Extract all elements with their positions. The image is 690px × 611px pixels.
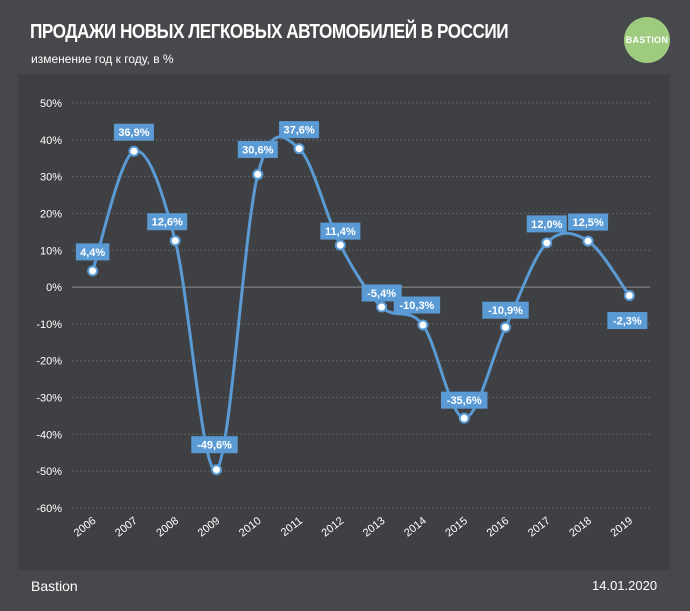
data-label-box [607,312,648,330]
data-point [293,143,305,155]
data-label: 12,5% [572,217,603,229]
y-tick-label: 50% [40,98,62,110]
data-point [458,412,470,424]
data-label-box [320,222,361,240]
data-point [252,168,264,180]
x-tick-label: 2019 [609,515,636,540]
data-label-box [482,301,529,319]
data-point [417,319,429,331]
data-label: 30,6% [242,144,273,156]
footer-source: Bastion [31,578,78,594]
data-label: -10,9% [488,305,523,317]
x-tick-label: 2017 [526,515,553,540]
data-label: 12,6% [152,217,183,229]
data-label: -35,6% [447,395,482,407]
logo-text: BASTION [625,35,669,45]
y-tick-label: -50% [36,466,62,478]
y-tick-label: 20% [40,208,62,220]
y-tick-label: -40% [36,429,62,441]
x-tick-label: 2010 [237,515,264,540]
data-label-box [361,284,402,302]
data-point [376,301,388,313]
data-label: -5,4% [367,288,396,300]
data-label: -2,3% [613,316,642,328]
data-label-box [237,140,278,158]
x-tick-label: 2018 [567,515,594,540]
y-tick-label: 40% [40,135,62,147]
data-label-box [393,296,441,314]
data-label: -49,6% [197,440,232,452]
data-label-box [75,243,110,261]
footer-date: 14.01.2020 [592,578,658,593]
data-point [128,145,140,157]
data-point [582,235,594,247]
data-label-box [568,213,609,231]
x-tick-label: 2011 [279,515,305,539]
data-label: -10,3% [399,300,434,312]
data-point [334,239,346,251]
y-tick-label: -10% [36,319,62,331]
plot-panel [18,74,670,570]
data-label: 37,6% [283,125,314,137]
y-tick-label: -30% [36,393,62,405]
data-point [87,265,99,277]
data-label: 12,0% [531,219,562,231]
series-line [91,135,631,472]
data-label-box [113,123,154,141]
x-tick-label: 2016 [485,515,512,540]
data-label: 4,4% [80,247,105,259]
data-point [211,464,222,476]
data-label-box [147,213,188,231]
x-tick-label: 2008 [154,515,181,540]
data-label-box [191,436,238,454]
data-point [169,235,181,247]
data-label: 11,4% [325,226,356,238]
x-tick-label: 2012 [320,515,347,540]
data-label-box [441,391,488,409]
y-tick-label: 30% [40,172,62,184]
chart-title: ПРОДАЖИ НОВЫХ ЛЕГКОВЫХ АВТОМОБИЛЕЙ В РОС… [30,21,509,43]
data-label: 36,9% [118,127,149,139]
x-tick-label: 2009 [196,515,223,540]
y-tick-label: -20% [36,356,62,368]
y-tick-label: 10% [40,245,62,257]
y-tick-label: 0% [46,282,62,294]
x-tick-label: 2013 [361,515,388,540]
data-label-box [279,121,320,139]
x-tick-label: 2006 [72,515,99,540]
data-label-box [526,215,567,233]
data-point [623,290,635,302]
x-tick-label: 2015 [443,515,470,540]
x-tick-label: 2007 [113,515,140,540]
data-point [500,321,511,333]
chart-subtitle: изменение год к году, в % [31,52,174,66]
x-tick-label: 2014 [402,515,429,540]
y-tick-label: -60% [36,503,62,515]
bastion-logo: BASTION [624,17,670,63]
data-point [541,237,553,249]
